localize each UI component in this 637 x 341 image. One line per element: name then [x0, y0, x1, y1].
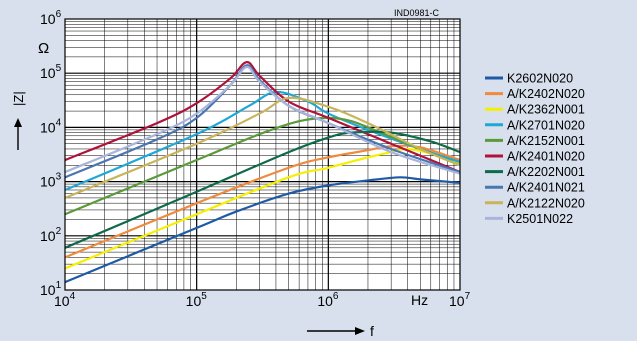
legend-label: A/K2362N001	[507, 103, 585, 117]
y-tick-base: 10	[40, 228, 56, 244]
y-tick-exponent: 5	[56, 63, 62, 74]
series-line-a-k2362n001	[64, 147, 461, 270]
legend-label: K2501N022	[507, 212, 573, 226]
x-tick-exponent: 7	[465, 291, 471, 302]
legend-label: K2602N020	[507, 72, 573, 86]
legend-label: A/K2401N021	[507, 181, 585, 195]
series-lines	[64, 61, 461, 284]
y-tick-base: 10	[40, 119, 56, 135]
series-line-k2501n022	[64, 65, 461, 175]
x-tick-exponent: 5	[201, 291, 207, 302]
y-tick-base: 10	[40, 174, 56, 190]
y-axis-arrowhead	[14, 118, 22, 127]
grid	[65, 19, 460, 290]
legend-label: A/K2122N020	[507, 196, 585, 210]
y-tick-label: 105	[40, 63, 62, 81]
x-axis-label: f	[370, 323, 374, 339]
y-tick-exponent: 1	[56, 280, 62, 291]
x-axis-arrowhead	[355, 327, 365, 335]
series-line-k2602n020	[64, 176, 461, 284]
series-line-a-k2202n001	[64, 130, 461, 249]
x-tick-base: 10	[186, 293, 202, 309]
y-unit-label: Ω	[38, 40, 49, 57]
legend-label: A/K2701N020	[507, 118, 585, 132]
series-line-a-k2122n020	[64, 96, 461, 199]
x-tick-base: 10	[449, 293, 465, 309]
x-tick-exponent: 6	[333, 291, 339, 302]
x-unit-label: Hz	[411, 292, 428, 308]
y-tick-base: 10	[40, 65, 56, 81]
y-tick-base: 10	[40, 11, 56, 27]
y-tick-label: 101	[40, 280, 62, 298]
y-tick-exponent: 4	[56, 117, 62, 128]
y-tick-exponent: 2	[56, 226, 62, 237]
x-tick-label: 107	[449, 291, 471, 309]
y-tick-exponent: 6	[56, 9, 62, 20]
x-tick-base: 10	[54, 293, 70, 309]
legend-label: A/K2401N020	[507, 150, 585, 164]
chart-code: IND0981-C	[394, 8, 440, 18]
y-tick-base: 10	[40, 282, 56, 298]
legend-label: A/K2402N020	[507, 87, 585, 101]
x-tick-base: 10	[317, 293, 333, 309]
plot-frame	[64, 18, 461, 291]
y-tick-exponent: 3	[56, 172, 62, 183]
y-axis-label: |Z|	[11, 91, 26, 106]
x-axis-tick-labels: 104 105 106 107	[54, 291, 471, 309]
y-tick-label: 106	[40, 9, 62, 27]
y-tick-label: 102	[40, 226, 62, 244]
legend-label: A/K2202N001	[507, 165, 585, 179]
plot-background	[65, 19, 460, 290]
x-tick-label: 104	[54, 291, 76, 309]
y-tick-label: 104	[40, 117, 62, 135]
legend-label: A/K2152N001	[507, 134, 585, 148]
x-tick-label: 105	[186, 291, 208, 309]
y-tick-label: 103	[40, 172, 62, 190]
x-tick-exponent: 4	[70, 291, 76, 302]
x-tick-label: 106	[317, 291, 339, 309]
